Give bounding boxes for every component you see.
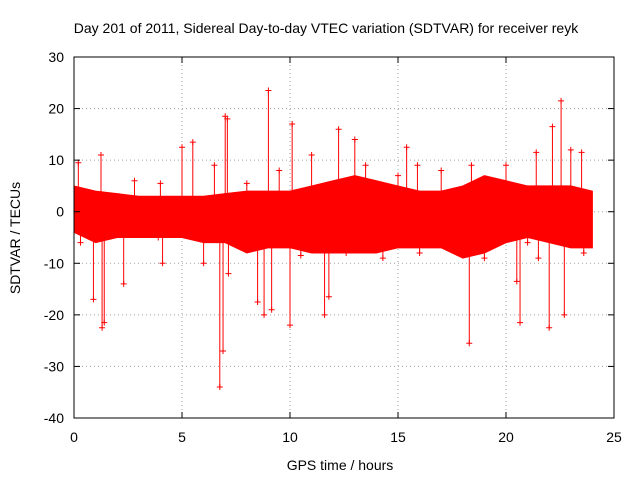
y-tick-label: 0 <box>56 204 64 220</box>
data-point <box>535 255 542 262</box>
data-point <box>289 121 296 128</box>
plot-frame <box>73 56 615 419</box>
data-point <box>254 298 261 305</box>
x-tick-label: 10 <box>282 429 298 445</box>
data-point <box>99 324 106 331</box>
data-point <box>351 136 358 143</box>
data-point <box>558 97 565 104</box>
x-axis-label: GPS time / hours <box>287 457 394 473</box>
data-point <box>155 234 162 241</box>
data-point <box>220 347 227 354</box>
data-point <box>546 324 553 331</box>
x-tick-label: 5 <box>178 429 186 445</box>
data-point <box>362 162 369 169</box>
data-point <box>276 167 283 174</box>
y-tick-label: -10 <box>44 255 64 271</box>
x-tick-label: 0 <box>70 429 78 445</box>
x-tick-label: 25 <box>606 429 622 445</box>
data-point <box>468 162 475 169</box>
data-point <box>321 311 328 318</box>
data-point <box>308 151 315 158</box>
data-point <box>287 322 293 329</box>
y-tick-label: -30 <box>44 358 64 374</box>
data-point <box>414 162 421 169</box>
data-point <box>578 149 585 156</box>
data-point <box>101 319 108 326</box>
data-point <box>524 239 531 246</box>
data-point <box>243 180 250 187</box>
data-point <box>157 180 164 187</box>
data-point <box>533 149 540 156</box>
axis-layer: 0 5 10 15 20 25 -40 -30 -20 -10 0 10 20 30 <box>44 49 622 445</box>
chart-title: Day 201 of 2011, Sidereal Day-to-day VTE… <box>74 20 579 36</box>
data-point <box>438 167 445 174</box>
data-point <box>325 293 332 300</box>
data-point <box>549 123 556 130</box>
y-tick-label: 30 <box>48 49 64 65</box>
data-point <box>395 172 401 179</box>
data-point <box>503 162 509 169</box>
data-point <box>211 162 218 169</box>
series-band <box>73 175 593 259</box>
data-point <box>225 270 232 277</box>
data-point <box>179 144 185 151</box>
data-point <box>403 144 410 151</box>
y-tick-label: 10 <box>48 152 64 168</box>
data-point <box>77 239 84 246</box>
y-tick-label: 20 <box>48 101 64 117</box>
data-point <box>224 115 231 122</box>
y-tick-label: -40 <box>44 410 64 426</box>
data-point <box>297 252 304 259</box>
data-point <box>90 296 97 303</box>
data-point <box>265 87 272 94</box>
data-point <box>131 177 138 184</box>
data-point <box>216 384 223 391</box>
data-point <box>580 249 587 256</box>
data-point <box>416 249 423 256</box>
data-point <box>159 260 166 267</box>
data-point <box>261 311 268 318</box>
data-point <box>561 311 568 318</box>
data-point <box>567 146 574 153</box>
data-point <box>466 340 473 347</box>
data-point <box>541 234 548 241</box>
y-axis-label: SDTVAR / TECUs <box>7 182 23 294</box>
data-point <box>517 319 524 326</box>
data-point <box>513 278 520 285</box>
data-point <box>335 126 342 133</box>
data-point <box>98 151 104 158</box>
data-point <box>268 306 275 313</box>
series-layer <box>73 87 593 391</box>
data-point <box>189 139 196 146</box>
data-point <box>75 159 82 166</box>
y-tick-label: -20 <box>44 307 64 323</box>
x-tick-label: 20 <box>498 429 514 445</box>
data-point <box>481 255 488 262</box>
data-point <box>200 260 207 267</box>
x-tick-label: 15 <box>390 429 406 445</box>
data-point <box>343 249 350 256</box>
data-point <box>120 280 127 287</box>
data-point <box>379 255 386 262</box>
